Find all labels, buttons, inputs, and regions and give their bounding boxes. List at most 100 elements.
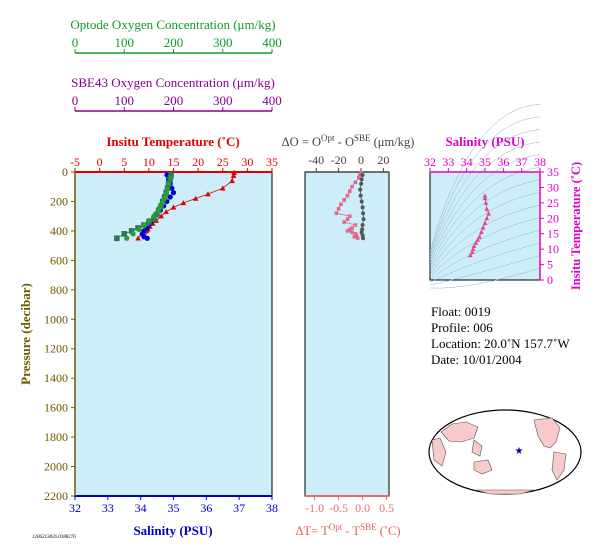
pressure-tick-label: 600 (50, 253, 68, 267)
delta-o-point (342, 198, 346, 202)
delta-t-tick-label: -0.5 (329, 501, 348, 515)
ts-temperature-tick-label: 5 (547, 258, 553, 272)
delta-o-tick-label: 20 (377, 153, 389, 167)
info-profile: Profile: 006 (431, 320, 493, 335)
ts-salinity-tick-label: 33 (442, 155, 454, 169)
delta-o-point (348, 189, 352, 193)
delta-t-point (358, 193, 363, 198)
temperature-point (158, 213, 164, 219)
sbe43-tick-label: 400 (262, 93, 282, 108)
delta-t-point (359, 199, 364, 204)
density-contour (429, 179, 541, 269)
ts-salinity-tick-label: 35 (479, 155, 491, 169)
salinity-tick-label: 33 (102, 501, 114, 515)
delta-o-point (342, 220, 346, 224)
optode-tick-label: 400 (262, 35, 282, 50)
delta-t-point (359, 181, 364, 186)
delta-o-point (358, 173, 362, 177)
delta-o-point (334, 211, 339, 216)
profile-panel: Insitu Temperature (˚C) -5 0 5 10 15 20 25 30 35… (18, 134, 278, 538)
delta-t-point (360, 227, 365, 232)
delta-o-point (348, 214, 352, 218)
temperature-tick-label: 35 (266, 155, 278, 169)
pressure-ticks: 0 200 400 600 800 1000 1200 1400 1600 1800 2000 220… (44, 165, 75, 503)
optode-oxygen-point (168, 172, 174, 178)
delta-o-title: ΔO = OOpt - OSBE (μm/kg) (282, 133, 415, 149)
delta-o-point (350, 230, 354, 235)
sbe43-oxygen-point (157, 204, 163, 210)
salinity-tick-label: 38 (266, 501, 278, 515)
ts-salinity-tick-label: 36 (497, 155, 509, 169)
ts-point (469, 249, 475, 255)
pressure-tick-label: 2200 (44, 489, 68, 503)
delta-o-point (355, 236, 360, 241)
delta-t-point (360, 233, 365, 238)
sbe43-oxygen-point (141, 222, 147, 228)
ts-plot-area (429, 171, 541, 281)
ts-salinity-ticks: 32 33 34 35 36 37 38 (424, 155, 546, 172)
pressure-axis-title: Pressure (decibar) (18, 283, 33, 385)
sbe43-oxygen-point (146, 218, 152, 224)
temperature-point (180, 200, 187, 206)
delta-t-point (361, 236, 366, 241)
temperature-point (231, 169, 237, 175)
pressure-tick-label: 1600 (44, 401, 68, 415)
ts-temperature-tick-label: 25 (547, 196, 559, 210)
optode-tick-label: 100 (115, 35, 135, 50)
sbe43-oxygen-point (162, 195, 168, 202)
temperature-point (170, 204, 177, 210)
delta-series (334, 170, 366, 241)
temperature-tick-label: 30 (241, 155, 253, 169)
density-contour (429, 255, 541, 286)
delta-panel: ΔO = OOpt - OSBE (μm/kg) -40 -20 0 20 -1.0-… (282, 133, 415, 538)
salinity-point (169, 185, 175, 191)
optode-tick-label: 300 (213, 35, 233, 50)
ts-point (475, 237, 481, 242)
sbe43-oxygen-point (151, 213, 157, 219)
temperature-point (230, 172, 237, 178)
sbe43-axis: SBE43 Oxygen Concentration (μm/kg) 0 100 2… (71, 75, 282, 112)
temperature-tick-label: 5 (121, 155, 127, 169)
salinity-tick-label: 37 (233, 501, 245, 515)
ts-temperature-tick-label: 0 (547, 273, 553, 287)
temperature-point (205, 191, 211, 197)
ts-point (473, 240, 479, 245)
ts-point (470, 246, 476, 252)
delta-t-point (361, 217, 366, 222)
delta-o-point (345, 193, 350, 198)
ts-point (482, 193, 488, 198)
ts-point (482, 195, 488, 201)
density-contour (429, 192, 541, 272)
density-contour (429, 166, 541, 266)
sbe43-tick-label: 0 (72, 93, 79, 108)
ts-temperature-tick-label: 10 (547, 242, 559, 256)
temperature-tick-label: -5 (70, 155, 80, 169)
temperature-point (229, 178, 235, 184)
pressure-tick-label: 1400 (44, 371, 68, 385)
optode-oxygen-point (128, 228, 135, 234)
temperature-tick-label: 10 (143, 155, 155, 169)
salinity-tick-label: 36 (200, 501, 212, 515)
salinity-point (167, 194, 173, 200)
optode-tick-label: 200 (164, 35, 184, 50)
density-contour (429, 242, 541, 283)
delta-t-point (360, 172, 365, 177)
density-contour (429, 204, 541, 275)
temperature-ticks: -5 0 5 10 15 20 25 30 35 (70, 155, 278, 172)
float-location-marker: ★ (515, 446, 524, 457)
ts-point (483, 200, 489, 205)
profile-series (114, 169, 237, 242)
delta-o-point (356, 176, 361, 180)
optode-tick-label: 0 (72, 35, 79, 50)
ts-point (477, 234, 482, 239)
ts-point (484, 206, 490, 211)
sbe43-oxygen-point (130, 231, 136, 237)
delta-o-point (350, 226, 354, 230)
temperature-point (135, 235, 141, 241)
density-contour (429, 103, 541, 252)
delta-o-point (354, 233, 359, 238)
info-location: Location: 20.0˚N 157.7˚W (431, 336, 570, 351)
pressure-tick-label: 800 (50, 283, 68, 297)
optode-ticks: 0 100 200 300 400 (72, 35, 282, 53)
